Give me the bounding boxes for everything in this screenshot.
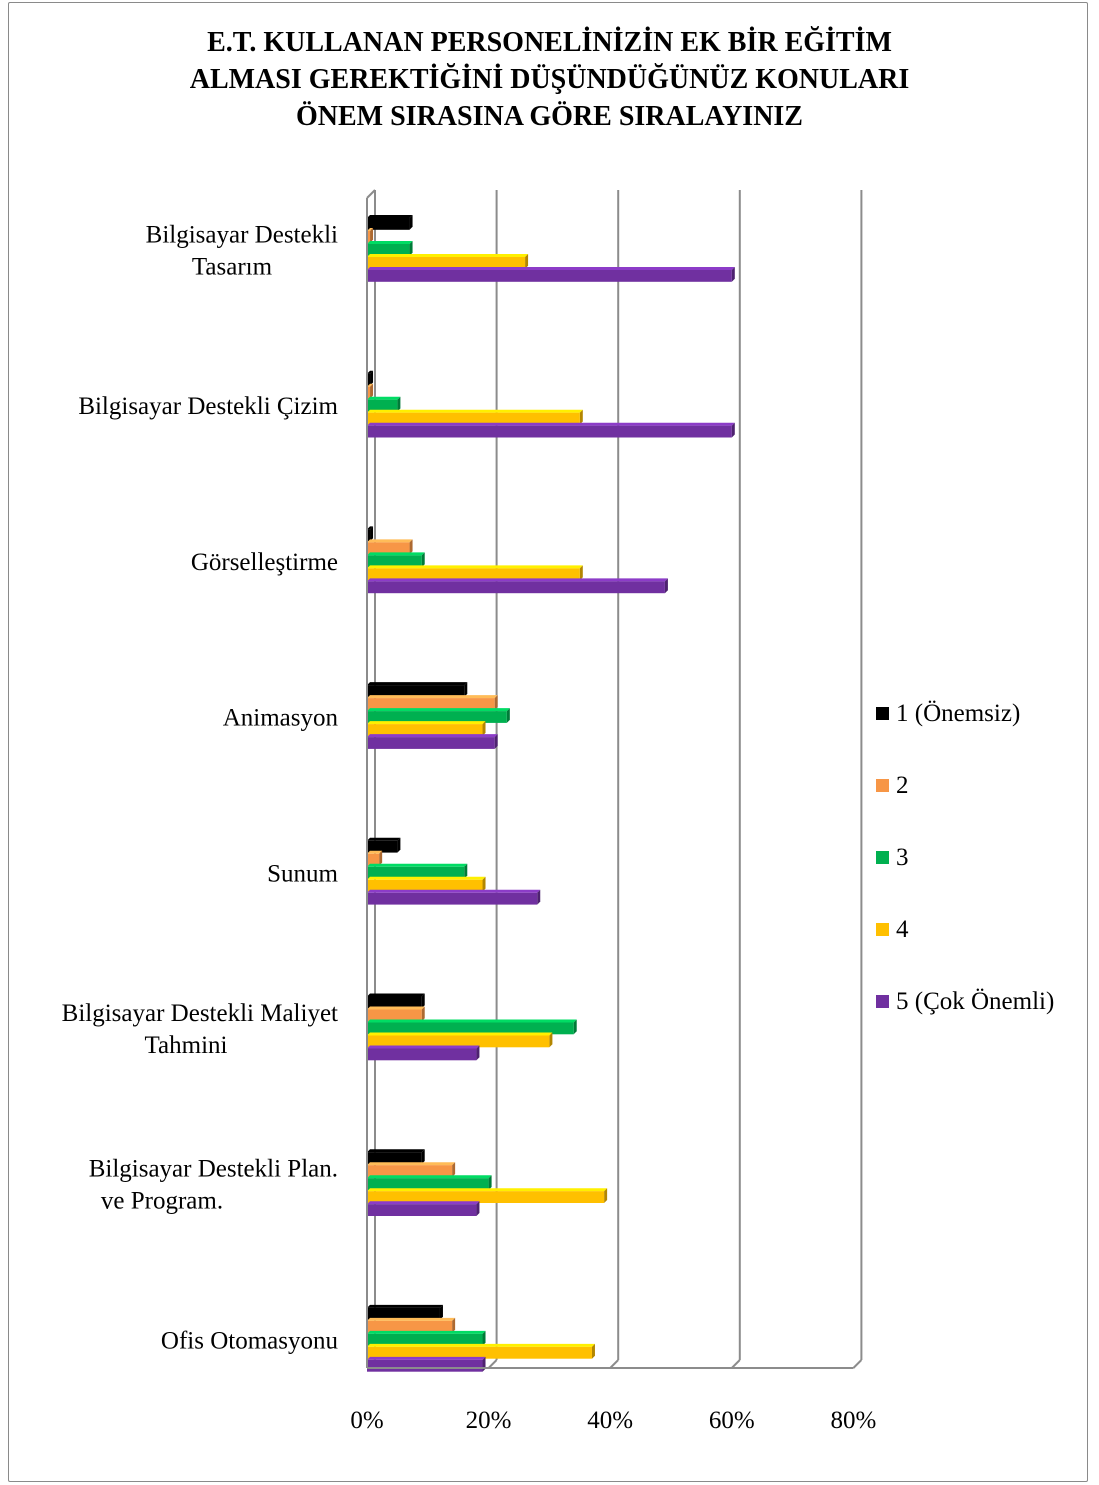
bar-4-2	[367, 863, 468, 879]
legend-swatch-4	[876, 995, 889, 1008]
category-label-6-0: Bilgisayar Destekli Plan.	[89, 1156, 338, 1183]
category-label-6-1: ve Program.	[101, 1188, 223, 1215]
legend-label-3: 4	[896, 916, 909, 943]
bar-6-3	[367, 1188, 608, 1203]
category-label-0-0: Bilgisayar Destekli	[146, 222, 338, 249]
bar-4-4	[367, 889, 541, 905]
chart-title-line-1: E.T. KULLANAN PERSONELİNİZİN EK BİR EĞİT…	[207, 27, 892, 58]
bar-7-1	[367, 1317, 456, 1333]
axes: 0% 20% 40% 60% 80% Bilgisayar Destekli Tasarım…	[62, 189, 876, 1434]
category-label-2-0: Görselleştirme	[191, 549, 338, 576]
bar-1-2	[367, 396, 401, 412]
bar-7-0	[367, 1304, 443, 1320]
bar-0-2	[367, 241, 413, 256]
bar-5-4	[367, 1045, 480, 1061]
bar-6-0	[367, 1149, 425, 1164]
bar-0-3	[367, 254, 529, 269]
bar-6-4	[367, 1201, 480, 1216]
legend-label-4: 5 (Çok Önemli)	[896, 988, 1054, 1015]
category-label-5-1: Tahmini	[145, 1032, 228, 1059]
bar-3-2	[367, 708, 510, 723]
bar-2-0	[367, 526, 374, 542]
bar-7-3	[367, 1343, 595, 1359]
x-tick-label-2: 40%	[587, 1407, 633, 1434]
category-label-0-1: Tasarım	[192, 254, 273, 281]
bar-1-0	[367, 370, 374, 386]
legend-swatch-1	[876, 779, 889, 792]
legend-label-2: 3	[896, 844, 909, 871]
bar-7-4	[367, 1356, 486, 1372]
legend-swatch-3	[876, 923, 889, 936]
bar-4-1	[367, 850, 383, 866]
bar-6-2	[367, 1175, 492, 1190]
bar-4-3	[367, 876, 486, 892]
legend-swatch-2	[876, 851, 889, 864]
floor-line-1	[487, 1359, 498, 1369]
chart-frame	[8, 2, 1088, 1482]
category-label-5-0: Bilgisayar Destekli Maliyet	[62, 1000, 338, 1027]
bar-3-3	[367, 721, 486, 736]
bar-1-1	[367, 383, 374, 399]
legend-swatch-0	[876, 707, 889, 720]
bar-0-4	[367, 267, 735, 282]
floor-line-4	[852, 1359, 863, 1369]
bar-2-3	[367, 565, 583, 581]
bar-2-1	[367, 539, 413, 555]
axis-wall-1	[366, 189, 376, 199]
bar-2-2	[367, 552, 425, 568]
bars	[367, 215, 735, 1372]
bar-7-2	[367, 1330, 486, 1346]
x-tick-label-4: 80%	[830, 1407, 876, 1434]
bar-3-4	[367, 734, 498, 749]
x-tick-label-0: 0%	[350, 1407, 383, 1434]
category-label-7-0: Ofis Otomasyonu	[161, 1327, 339, 1354]
bar-5-3	[367, 1032, 553, 1048]
floor-line-2	[609, 1359, 619, 1369]
legend: 1 (Önemsiz) 2 3 4 5 (Çok Önemli)	[876, 700, 1054, 1015]
x-tick-label-1: 20%	[466, 1407, 512, 1434]
bar-1-4	[367, 422, 735, 438]
bar-0-0	[367, 215, 413, 230]
bar-5-0	[367, 993, 425, 1009]
bar-2-4	[367, 578, 668, 594]
chart-title-line-2: ALMASI GEREKTİĞİNİ DÜŞÜNDÜĞÜNÜZ KONULARI	[189, 64, 910, 95]
chart-title: E.T. KULLANAN PERSONELİNİZİN EK BİR EĞİT…	[0, 24, 1099, 135]
bar-4-0	[367, 837, 401, 853]
bar-6-1	[367, 1162, 456, 1177]
floor-line-3	[731, 1359, 741, 1369]
bar-0-1	[367, 228, 374, 243]
x-tick-label-3: 60%	[709, 1407, 755, 1434]
bar-3-1	[367, 695, 498, 710]
legend-label-1: 2	[896, 772, 909, 799]
bar-3-0	[367, 682, 468, 697]
bar-1-3	[367, 409, 583, 425]
category-label-3-0: Animasyon	[223, 705, 339, 732]
category-label-4-0: Sunum	[267, 860, 338, 887]
bar-5-1	[367, 1006, 425, 1022]
category-label-1-0: Bilgisayar Destekli Çizim	[78, 393, 338, 420]
chart-title-line-3: ÖNEM SIRASINA GÖRE SIRALAYINIZ	[296, 101, 803, 132]
legend-label-0: 1 (Önemsiz)	[896, 700, 1020, 727]
bar-5-2	[367, 1019, 577, 1035]
